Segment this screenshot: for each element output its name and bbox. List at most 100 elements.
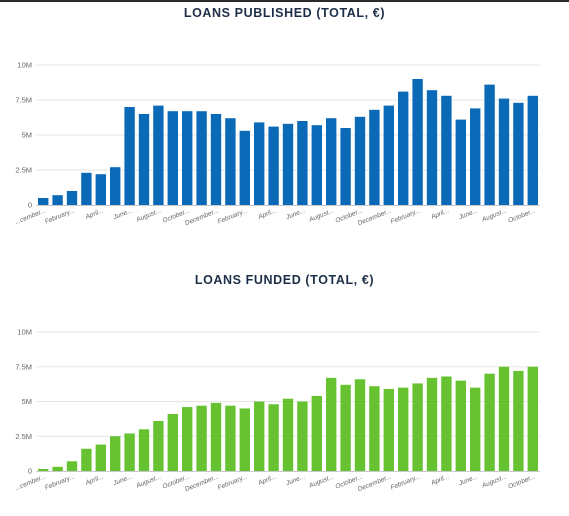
bar[interactable] — [326, 118, 337, 205]
x-tick-label: June... — [111, 473, 133, 487]
bar[interactable] — [383, 105, 394, 205]
x-tick-label: August... — [480, 473, 508, 490]
bar[interactable] — [282, 123, 294, 205]
bar[interactable] — [196, 111, 207, 205]
x-tick-label: April... — [256, 207, 277, 221]
bar[interactable] — [455, 380, 466, 471]
y-tick-label: 5M — [22, 397, 32, 406]
bar[interactable] — [498, 98, 510, 205]
x-tick-label: February... — [390, 207, 422, 225]
bar[interactable] — [38, 198, 49, 205]
bar[interactable] — [167, 414, 178, 471]
bar[interactable] — [297, 121, 308, 205]
bar[interactable] — [513, 370, 524, 471]
bar[interactable] — [426, 377, 438, 471]
bar[interactable] — [326, 377, 337, 471]
bar[interactable] — [210, 114, 222, 205]
bar[interactable] — [182, 111, 193, 205]
bar[interactable] — [527, 366, 538, 471]
bar[interactable] — [311, 395, 322, 471]
bar[interactable] — [369, 386, 380, 471]
x-tick-label: August... — [134, 473, 162, 490]
bar[interactable] — [383, 388, 394, 471]
bar[interactable] — [254, 122, 265, 205]
x-tick-label: August... — [307, 207, 335, 224]
y-tick-label: 7.5M — [15, 362, 32, 371]
bar[interactable] — [95, 444, 106, 471]
y-tick-label: 0 — [28, 467, 32, 476]
bar[interactable] — [311, 125, 322, 205]
bar[interactable] — [138, 429, 150, 471]
bar[interactable] — [412, 383, 423, 471]
bar[interactable] — [412, 79, 423, 205]
bar[interactable] — [110, 436, 121, 471]
bar[interactable] — [498, 366, 510, 471]
y-tick-label: 2.5M — [15, 432, 32, 441]
bar[interactable] — [455, 119, 466, 205]
y-tick-label: 0 — [28, 201, 32, 210]
bar[interactable] — [81, 172, 92, 205]
bar[interactable] — [124, 433, 135, 471]
bar[interactable] — [398, 91, 409, 205]
x-tick-label: October... — [507, 207, 536, 224]
x-tick-label: April... — [256, 473, 277, 487]
x-tick-label: February... — [44, 207, 76, 225]
bar[interactable] — [38, 468, 49, 471]
bar[interactable] — [254, 401, 265, 472]
bar[interactable] — [239, 408, 250, 471]
y-tick-label: 2.5M — [15, 166, 32, 175]
bar[interactable] — [354, 116, 366, 205]
bar[interactable] — [470, 387, 481, 471]
top-divider — [0, 0, 569, 2]
bar[interactable] — [484, 373, 495, 471]
bar[interactable] — [441, 95, 452, 205]
x-tick-label: June... — [284, 207, 306, 221]
x-tick-label: February... — [217, 473, 249, 491]
x-tick-label: April... — [84, 473, 105, 487]
bar[interactable] — [81, 448, 92, 471]
bar[interactable] — [268, 404, 279, 471]
bar[interactable] — [354, 379, 366, 471]
bar[interactable] — [196, 405, 207, 471]
x-tick-label: February... — [44, 473, 76, 491]
bar[interactable] — [441, 376, 452, 471]
bar[interactable] — [167, 111, 178, 205]
bar[interactable] — [527, 95, 538, 205]
x-tick-label: June... — [284, 473, 306, 487]
y-tick-label: 5M — [22, 131, 32, 140]
y-tick-label: 7.5M — [15, 96, 32, 105]
bar[interactable] — [110, 167, 121, 205]
bar[interactable] — [182, 407, 193, 471]
y-tick-label: 10M — [17, 328, 32, 337]
bar[interactable] — [297, 401, 308, 472]
x-tick-label: February... — [217, 207, 249, 225]
x-tick-label: ...cember... — [14, 473, 47, 492]
bar[interactable] — [124, 107, 135, 205]
bar[interactable] — [225, 118, 236, 205]
bar[interactable] — [282, 398, 294, 471]
bar[interactable] — [138, 114, 150, 205]
bar[interactable] — [153, 420, 164, 471]
bar[interactable] — [426, 90, 438, 205]
bar[interactable] — [210, 402, 222, 471]
bar[interactable] — [470, 108, 481, 205]
bar[interactable] — [239, 130, 250, 205]
bar[interactable] — [66, 191, 78, 205]
bar[interactable] — [95, 174, 106, 205]
bar[interactable] — [340, 384, 351, 471]
bar[interactable] — [52, 466, 63, 471]
bar[interactable] — [52, 195, 63, 205]
bar[interactable] — [225, 405, 236, 471]
x-tick-label: February... — [390, 473, 422, 491]
bar[interactable] — [484, 84, 495, 205]
bar[interactable] — [369, 109, 380, 205]
bar[interactable] — [340, 128, 351, 205]
x-tick-label: ...cember... — [14, 207, 47, 226]
bar[interactable] — [398, 387, 409, 471]
bar[interactable] — [268, 126, 279, 205]
x-tick-label: October... — [507, 473, 536, 490]
bar[interactable] — [513, 102, 524, 205]
bar[interactable] — [153, 105, 164, 205]
x-tick-label: June... — [457, 473, 479, 487]
bar[interactable] — [66, 461, 78, 471]
